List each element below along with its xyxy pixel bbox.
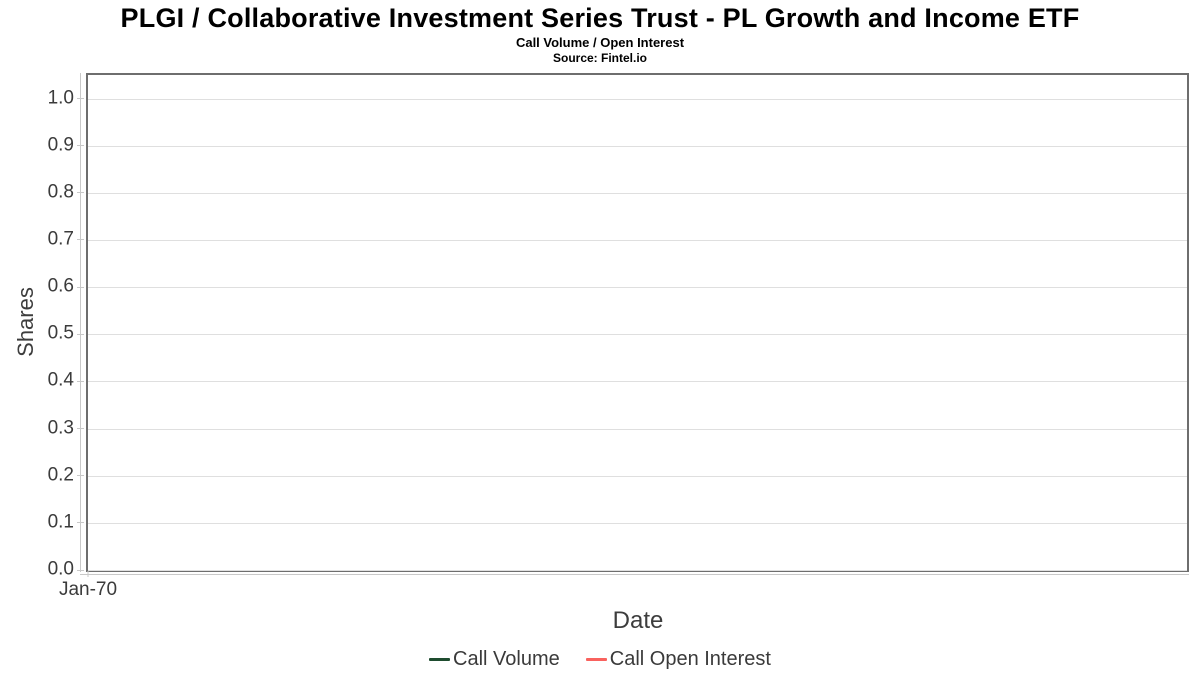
y-tick-label: 0.0 (47, 558, 74, 580)
x-axis-title: Date (612, 607, 664, 634)
plot-area: 0.0 0.1 0.2 0.3 0.4 0.5 0.6 0.7 0.8 0.9 1.0 Jan-70 (48, 73, 1189, 600)
x-tick-mark (87, 571, 89, 577)
y-tick-label: 0.7 (47, 228, 74, 250)
y-tick-mark (77, 239, 84, 241)
legend-series-line-icon (429, 657, 451, 661)
legend-item-call-open-interest[interactable]: Call Open Interest (585, 647, 771, 671)
gridline (88, 570, 1187, 571)
y-tick-mark (77, 569, 84, 571)
y-tick-label: 1.0 (47, 87, 74, 109)
gridline (88, 522, 1187, 524)
chart-source-credit: Source: Fintel.io (552, 51, 647, 65)
y-tick-label: 0.9 (47, 134, 74, 156)
gridline (88, 240, 1187, 241)
y-tick-mark (77, 286, 84, 288)
x-tick-label: Jan-70 (58, 579, 118, 600)
legend: Call Volume Call Open Interest (0, 645, 1200, 673)
y-tick-label: 0.6 (47, 275, 74, 297)
y-tick-label: 0.1 (47, 511, 74, 533)
gridline (88, 287, 1187, 289)
gridline (88, 428, 1187, 430)
legend-series-label: Call Volume (453, 647, 560, 670)
legend-series-label: Call Open Interest (609, 647, 771, 670)
y-tick-label: 0.3 (47, 417, 74, 439)
y-tick-mark (77, 475, 84, 477)
y-axis-title: Shares (13, 287, 38, 357)
y-tick-mark (77, 380, 84, 382)
y-tick-label: 0.8 (47, 181, 74, 203)
gridline (88, 98, 1187, 100)
y-tick-mark (77, 333, 84, 335)
gridline (88, 475, 1187, 477)
chart-subtitle: Call Volume / Open Interest (515, 35, 685, 50)
y-tick-label: 0.2 (47, 464, 74, 486)
gridline (88, 334, 1187, 336)
x-axis-line (80, 574, 1189, 575)
gridline (88, 381, 1187, 383)
legend-item-call-volume[interactable]: Call Volume (429, 648, 560, 671)
y-tick-mark (77, 145, 84, 147)
legend-series-line-icon (585, 657, 607, 661)
gridline-layer (88, 75, 1187, 571)
y-tick-label: 0.5 (47, 322, 74, 344)
y-tick-mark (77, 192, 84, 194)
y-tick-mark (77, 522, 84, 524)
chart-title: PLGI / Collaborative Investment Series T… (120, 3, 1080, 33)
y-tick-label: 0.4 (47, 369, 74, 391)
y-tick-mark (77, 98, 84, 100)
y-axis-line (80, 73, 81, 572)
gridline (88, 145, 1187, 147)
gridline (88, 192, 1187, 194)
y-tick-mark (77, 428, 84, 430)
